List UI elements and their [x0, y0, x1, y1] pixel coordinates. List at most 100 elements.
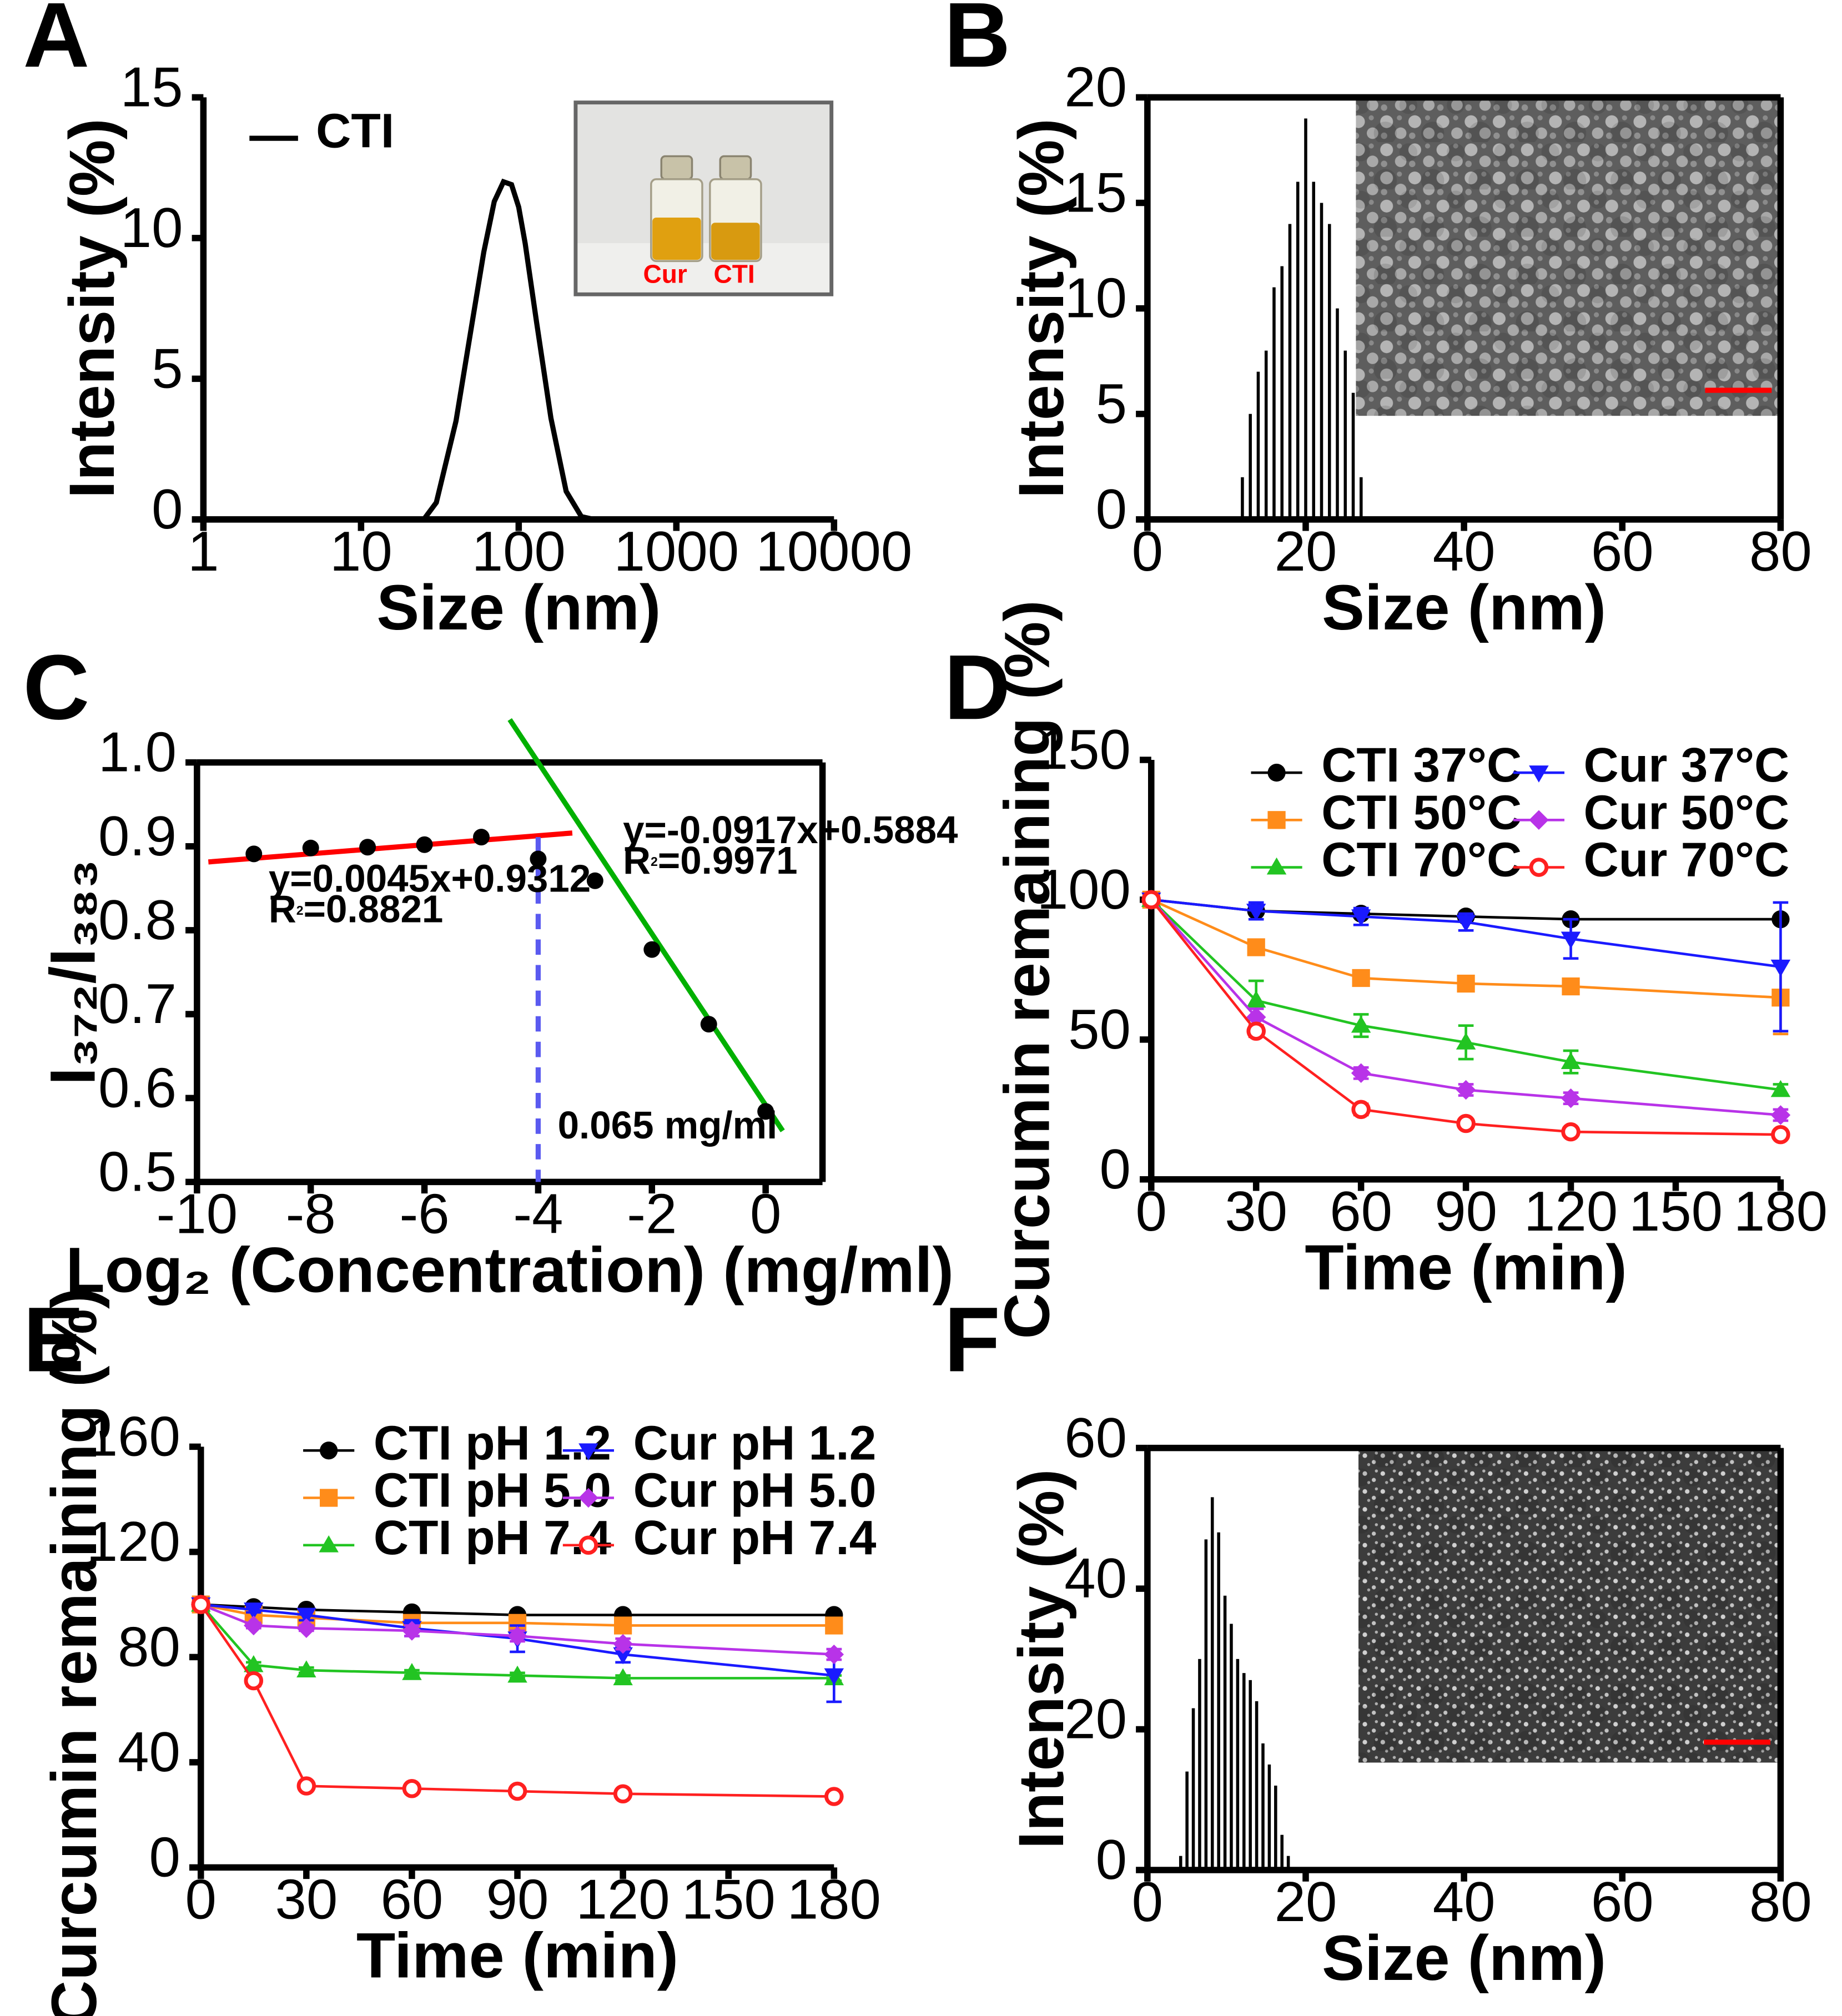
panel-d-series-line	[1151, 898, 1781, 969]
panel-d-point	[1141, 890, 1161, 910]
panel-d-point	[1561, 931, 1581, 949]
panel-e-point	[296, 1660, 316, 1677]
panel-b-x-tick-label: 0	[1132, 520, 1163, 583]
panel-e-point	[507, 1781, 527, 1801]
panel-f-bar	[1286, 1856, 1290, 1871]
panel-c-x-tick-label: -8	[286, 1183, 336, 1246]
panel-d-series-line	[1150, 899, 1781, 1136]
panel-e-y-tick-label: 80	[118, 1615, 180, 1678]
panel-d-point	[1351, 1015, 1371, 1033]
panel-c-point	[359, 839, 376, 856]
panel-d-x-tick-label: 0	[1136, 1180, 1167, 1243]
panel-c-point	[245, 845, 263, 863]
panel-d-series-line	[1150, 898, 1781, 999]
panel-c-fit1-equation: y=0.0045x+0.9312	[269, 856, 591, 900]
panel-d-legend-label: Cur 50°C	[1584, 785, 1790, 839]
panel-label-c: C	[23, 636, 89, 739]
panel-e-legend-label: CTI pH 7.4	[374, 1510, 611, 1565]
panel-f-bar	[1230, 1624, 1233, 1871]
panel-d-legend-marker	[1529, 810, 1549, 830]
panel-label-d: D	[944, 636, 1010, 739]
panel-d-legend-marker	[1267, 763, 1286, 782]
panel-d-legend-marker	[1529, 858, 1549, 877]
panel-label-f: F	[944, 1288, 1000, 1391]
panel-a-inset-photo	[573, 100, 834, 296]
panel-d-legend-marker	[1266, 857, 1287, 875]
panel-d-legend-label: CTI 70°C	[1321, 833, 1522, 887]
panel-label-b: B	[944, 0, 1010, 87]
panel-f-x-tick-label: 60	[1591, 1871, 1654, 1933]
panel-f-bar	[1280, 1834, 1284, 1871]
panel-e-point	[244, 1602, 264, 1620]
panel-d-y-tick-label: 150	[1037, 718, 1131, 781]
panel-b-bar	[1312, 182, 1316, 520]
panel-d-point	[1351, 909, 1371, 926]
panel-c-point	[416, 836, 433, 853]
panel-d-point	[1456, 1032, 1476, 1050]
panel-d-legend-label: CTI 37°C	[1321, 738, 1522, 792]
panel-b-y-tick-label: 0	[1096, 478, 1127, 541]
panel-a-series-line	[421, 178, 595, 522]
panel-f-y-tick-label: 60	[1064, 1407, 1127, 1469]
panel-d-x-axis-title: Time (min)	[1305, 1232, 1627, 1303]
panel-label-e: E	[23, 1288, 84, 1391]
panel-e-point	[244, 1615, 264, 1636]
panel-e-point	[402, 1778, 422, 1798]
panel-d-x-tick-label: 150	[1629, 1180, 1723, 1243]
panel-c-point	[643, 941, 661, 958]
panel-e-point	[824, 1644, 844, 1665]
panel-a-y-axis-title: Intensity (%)	[57, 118, 128, 498]
panel-f-bar	[1223, 1595, 1227, 1871]
panel-f-bar	[1179, 1856, 1182, 1871]
panel-c-point	[757, 1103, 774, 1120]
panel-c-y-tick-label: 0.8	[98, 889, 177, 951]
panel-d-point	[1457, 974, 1475, 993]
panel-e-legend-marker	[578, 1443, 598, 1460]
panel-e-point	[507, 1626, 527, 1646]
panel-b-bar	[1256, 371, 1260, 520]
panel-c-y-axis-title: I₃₇₂/I₃₈₃	[38, 859, 109, 1085]
panel-e-y-tick-label: 40	[118, 1721, 180, 1783]
panel-c-fit2-equation: y=-0.0917x+0.5884	[623, 808, 958, 851]
panel-d-point	[1246, 990, 1266, 1008]
panel-b-y-axis-title: Intensity (%)	[1006, 118, 1077, 498]
panel-c-point	[473, 829, 490, 846]
panel-f-y-tick-label: 20	[1064, 1688, 1127, 1751]
panel-a-chart: Cur CTI 1 10 100 1000 10000 0 5 10 15 Size (nm) In…	[57, 56, 912, 643]
panel-a-x-axis-title: Size (nm)	[376, 572, 661, 643]
panel-c-x-tick-label: -6	[399, 1183, 449, 1246]
panel-e-legend-marker	[320, 1489, 338, 1507]
panel-f-y-axis-title: Intensity (%)	[1006, 1469, 1077, 1849]
panel-a-y-tick-label: 15	[120, 56, 183, 119]
panel-d-x-tick-label: 30	[1225, 1180, 1287, 1243]
panel-label-a: A	[23, 0, 89, 87]
panel-d-point	[1456, 915, 1476, 932]
panel-e-x-tick-label: 60	[381, 1868, 444, 1931]
panel-b-bar	[1320, 203, 1323, 520]
panel-c-point	[302, 839, 319, 856]
panel-a-y-tick-label: 10	[120, 196, 183, 259]
panel-e-legend-label: Cur pH 5.0	[633, 1463, 877, 1518]
panel-e-point	[296, 1776, 316, 1796]
panel-b-y-tick-label: 20	[1064, 56, 1127, 119]
panel-e-point	[613, 1647, 633, 1665]
panel-b-bar	[1336, 308, 1339, 520]
panel-c-point	[530, 850, 547, 868]
panel-e-point	[296, 1607, 316, 1625]
panel-f-bar	[1267, 1764, 1271, 1871]
panel-f-bar	[1198, 1659, 1201, 1871]
panel-f-bar	[1242, 1673, 1246, 1871]
panel-f-y-tick-label: 40	[1064, 1547, 1127, 1610]
panel-c-chart: -10 -8 -6 -4 -2 0 0.5 0.6 0.7 0.8 0.9 1.0 Log₂ (Conc…	[38, 718, 958, 1306]
panel-d-legend-label: Cur 70°C	[1584, 833, 1790, 887]
panel-b-bar	[1280, 266, 1284, 520]
panel-c-x-tick-label: -2	[627, 1183, 677, 1246]
panel-f-x-axis-title: Size (nm)	[1322, 1923, 1606, 1994]
panel-d-x-tick-label: 180	[1734, 1180, 1828, 1243]
panel-b-bar	[1304, 118, 1307, 520]
panel-d-point	[1562, 977, 1580, 996]
panel-c-fit1-r2: R2=0.8821	[269, 888, 443, 931]
